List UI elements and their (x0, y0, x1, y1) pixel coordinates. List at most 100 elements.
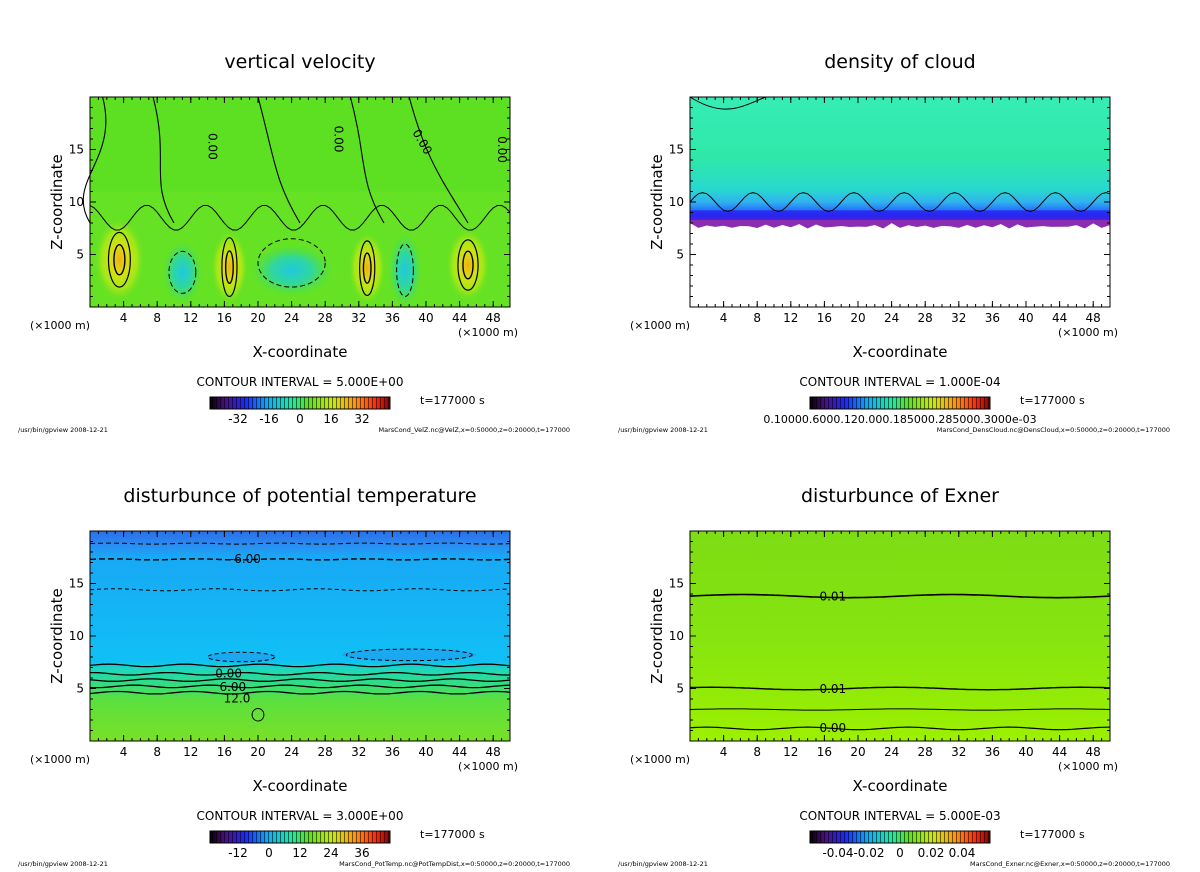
field-cloud (690, 97, 1110, 307)
x-tick-label: 32 (351, 311, 366, 325)
x-axis-label: X-coordinate (253, 777, 348, 795)
contour-label: 0.00 (819, 721, 846, 735)
contour-line (257, 238, 326, 288)
x-tick-label: 32 (951, 311, 966, 325)
x-unit-left: (×1000 m) (630, 753, 690, 766)
contour-line (408, 96, 469, 224)
y-axis-label: Z-coordinate (648, 154, 666, 249)
x-tick-label: 4 (120, 311, 128, 325)
x-tick-label: 44 (1052, 311, 1067, 325)
field-background (90, 531, 510, 741)
x-unit-right: (×1000 m) (1058, 760, 1118, 773)
contour-line (457, 239, 479, 291)
colorbar-tick-label: 0 (296, 412, 304, 426)
y-tick-label: 10 (69, 195, 84, 209)
cold-pocket (342, 648, 477, 662)
chart-title: vertical velocity (224, 51, 375, 73)
footer-left: /usr/bin/gpview 2008-12-21 (18, 860, 108, 868)
x-tick-label: 32 (351, 745, 366, 759)
x-tick-label: 4 (120, 745, 128, 759)
contour-label: -6.00 (230, 552, 261, 566)
x-tick-label: 36 (985, 745, 1000, 759)
colorbar-bins (810, 397, 990, 409)
contour-label: 0.01 (819, 590, 846, 604)
x-unit-left: (×1000 m) (30, 319, 90, 332)
updraft-core (446, 228, 490, 302)
colorbar-tick-label: -16 (259, 412, 279, 426)
contour-line (251, 707, 265, 722)
x-tick-label: 28 (918, 311, 933, 325)
colorbar-tick-label: 0.04 (949, 846, 976, 860)
x-unit-right: (×1000 m) (1058, 326, 1118, 339)
contour-interval: CONTOUR INTERVAL = 5.000E-03 (799, 809, 1000, 823)
x-tick-label: 12 (183, 311, 198, 325)
colorbar-tick-label: 12 (292, 846, 307, 860)
time-stamp: t=177000 s (420, 394, 485, 407)
y-tick-label: 5 (76, 248, 84, 262)
x-tick-label: 4 (720, 745, 728, 759)
x-tick-label: 36 (385, 745, 400, 759)
colorbar-tick-label: -12 (228, 846, 248, 860)
contour-label: 0.01 (819, 682, 846, 696)
x-tick-label: 20 (850, 311, 865, 325)
contour-line (89, 588, 511, 592)
chart-title: density of cloud (824, 51, 976, 73)
contour-line (90, 671, 510, 676)
field-pottemp (90, 531, 510, 741)
contour-line (107, 231, 131, 288)
footer-left: /usr/bin/gpview 2008-12-21 (18, 426, 108, 434)
contour-interval: CONTOUR INTERVAL = 1.000E-04 (799, 375, 1000, 389)
colorbar-bins (210, 831, 390, 843)
downdraft-core (249, 244, 334, 297)
contour-line (689, 708, 1111, 711)
colorbar-tick-label: -0.04 (822, 846, 853, 860)
contour-label: 0.00 (331, 126, 345, 153)
contour-label: 0.00 (215, 666, 242, 680)
contour-line (82, 96, 107, 224)
x-tick-label: 16 (217, 745, 232, 759)
downdraft-core (162, 240, 203, 304)
contour-line (257, 96, 301, 224)
footer-right: MarsCond_VelZ.nc@VelZ,x=0:50000,z=0:2000… (379, 426, 570, 434)
x-unit-right: (×1000 m) (458, 760, 518, 773)
y-tick-label: 5 (76, 682, 84, 696)
x-tick-label: 28 (918, 745, 933, 759)
contour-line (359, 240, 376, 297)
x-tick-label: 16 (217, 311, 232, 325)
x-tick-label: 40 (418, 311, 433, 325)
colorbar-tick-label: 0 (265, 846, 273, 860)
downdraft-core (388, 232, 422, 309)
colorbar-tick-label: 36 (354, 846, 369, 860)
updraft-core (94, 217, 145, 302)
updraft-core (348, 231, 386, 305)
colorbar-tick-label: 24 (323, 846, 338, 860)
contours-velz (82, 96, 511, 298)
contour-line (89, 678, 511, 682)
contour-line (89, 690, 511, 695)
x-tick-label: 36 (385, 311, 400, 325)
x-tick-label: 44 (452, 745, 467, 759)
contour-interval: CONTOUR INTERVAL = 3.000E+00 (197, 809, 404, 823)
time-stamp: t=177000 s (1020, 828, 1085, 841)
time-stamp: t=177000 s (420, 828, 485, 841)
contour-line (396, 243, 414, 297)
contour-label: 0.00 (495, 136, 509, 163)
x-tick-label: 28 (318, 311, 333, 325)
x-tick-label: 24 (284, 745, 299, 759)
contour-line (689, 726, 1111, 731)
y-tick-label: 5 (676, 248, 684, 262)
x-tick-label: 20 (250, 745, 265, 759)
colorbar-tick-label: 0.02 (918, 846, 945, 860)
colorbar-tick-label: 0.10000.6000.120.000.185000.285000.3000e… (763, 413, 1036, 426)
footer-right: MarsCond_PotTemp.nc@PotTempDist,x=0:5000… (339, 860, 570, 868)
y-axis-label: Z-coordinate (48, 588, 66, 683)
panel-pottemp: disturbunce of potential temperature -6.0… (18, 485, 570, 868)
colorbar-tick-label: 32 (354, 412, 369, 426)
x-axis-label: X-coordinate (253, 343, 348, 361)
contour-line (168, 250, 197, 294)
contour-line (362, 252, 372, 284)
